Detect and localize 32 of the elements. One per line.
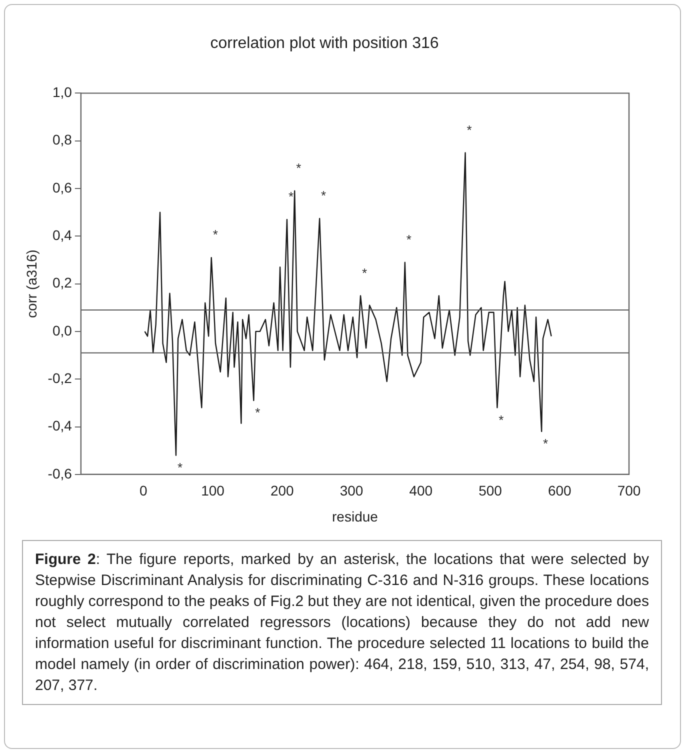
caption: Figure 2: The figure reports, marked by an asterisk, the locations that were selected by Stepwise Discriminant Analysis for discriminating C-316 and N-316 groups. These locations roughly correspond to the peaks of Fig.2 but they are not identical, given the procedure does not select mutually correlated regressors (locations) because they do not add new information useful for discriminant function. The procedure selected 11 locations to build the model namely (in order of discrimination power): 464, 218, 159, 510, 313, 47, 254, 98, 574, 207, 377. (35, 550, 649, 696)
x-tick-label: 700 (617, 482, 641, 499)
annotation: * (321, 188, 326, 204)
x-tick-label: 200 (270, 482, 294, 499)
annotation: * (288, 189, 294, 204)
y-tick-label: 1,0 (52, 84, 72, 100)
x-tick-label: 600 (548, 482, 572, 499)
y-tick-label: 0,6 (52, 179, 72, 196)
x-axis-title: residue (332, 508, 378, 524)
annotation: * (543, 436, 548, 452)
annotation: * (177, 460, 182, 475)
y-tick-label: 0,2 (52, 274, 72, 291)
y-tick-label: 0,0 (52, 322, 72, 338)
y-tick-label: -0,6 (48, 465, 72, 482)
x-tick-label: 100 (201, 482, 225, 499)
annotation: * (362, 265, 368, 280)
annotation: * (466, 122, 472, 138)
x-tick-label: 400 (409, 482, 433, 499)
x-tick-label: 300 (340, 482, 364, 499)
y-tick-label: 0,4 (52, 227, 72, 244)
y-tick-label: 0,8 (52, 132, 72, 148)
x-tick-label: 500 (478, 482, 502, 499)
chart-title: correlation plot with position 316 (210, 35, 439, 52)
annotation: * (255, 405, 260, 420)
y-tick-label: -0,2 (48, 370, 72, 386)
annotation: * (498, 412, 504, 428)
annotation: * (296, 160, 302, 176)
annotation: * (406, 232, 412, 247)
x-tick-label: 0 (139, 482, 148, 499)
annotation: * (212, 227, 218, 242)
y-tick-label: -0,4 (48, 418, 72, 434)
y-axis-title: corr (a316) (23, 250, 40, 318)
